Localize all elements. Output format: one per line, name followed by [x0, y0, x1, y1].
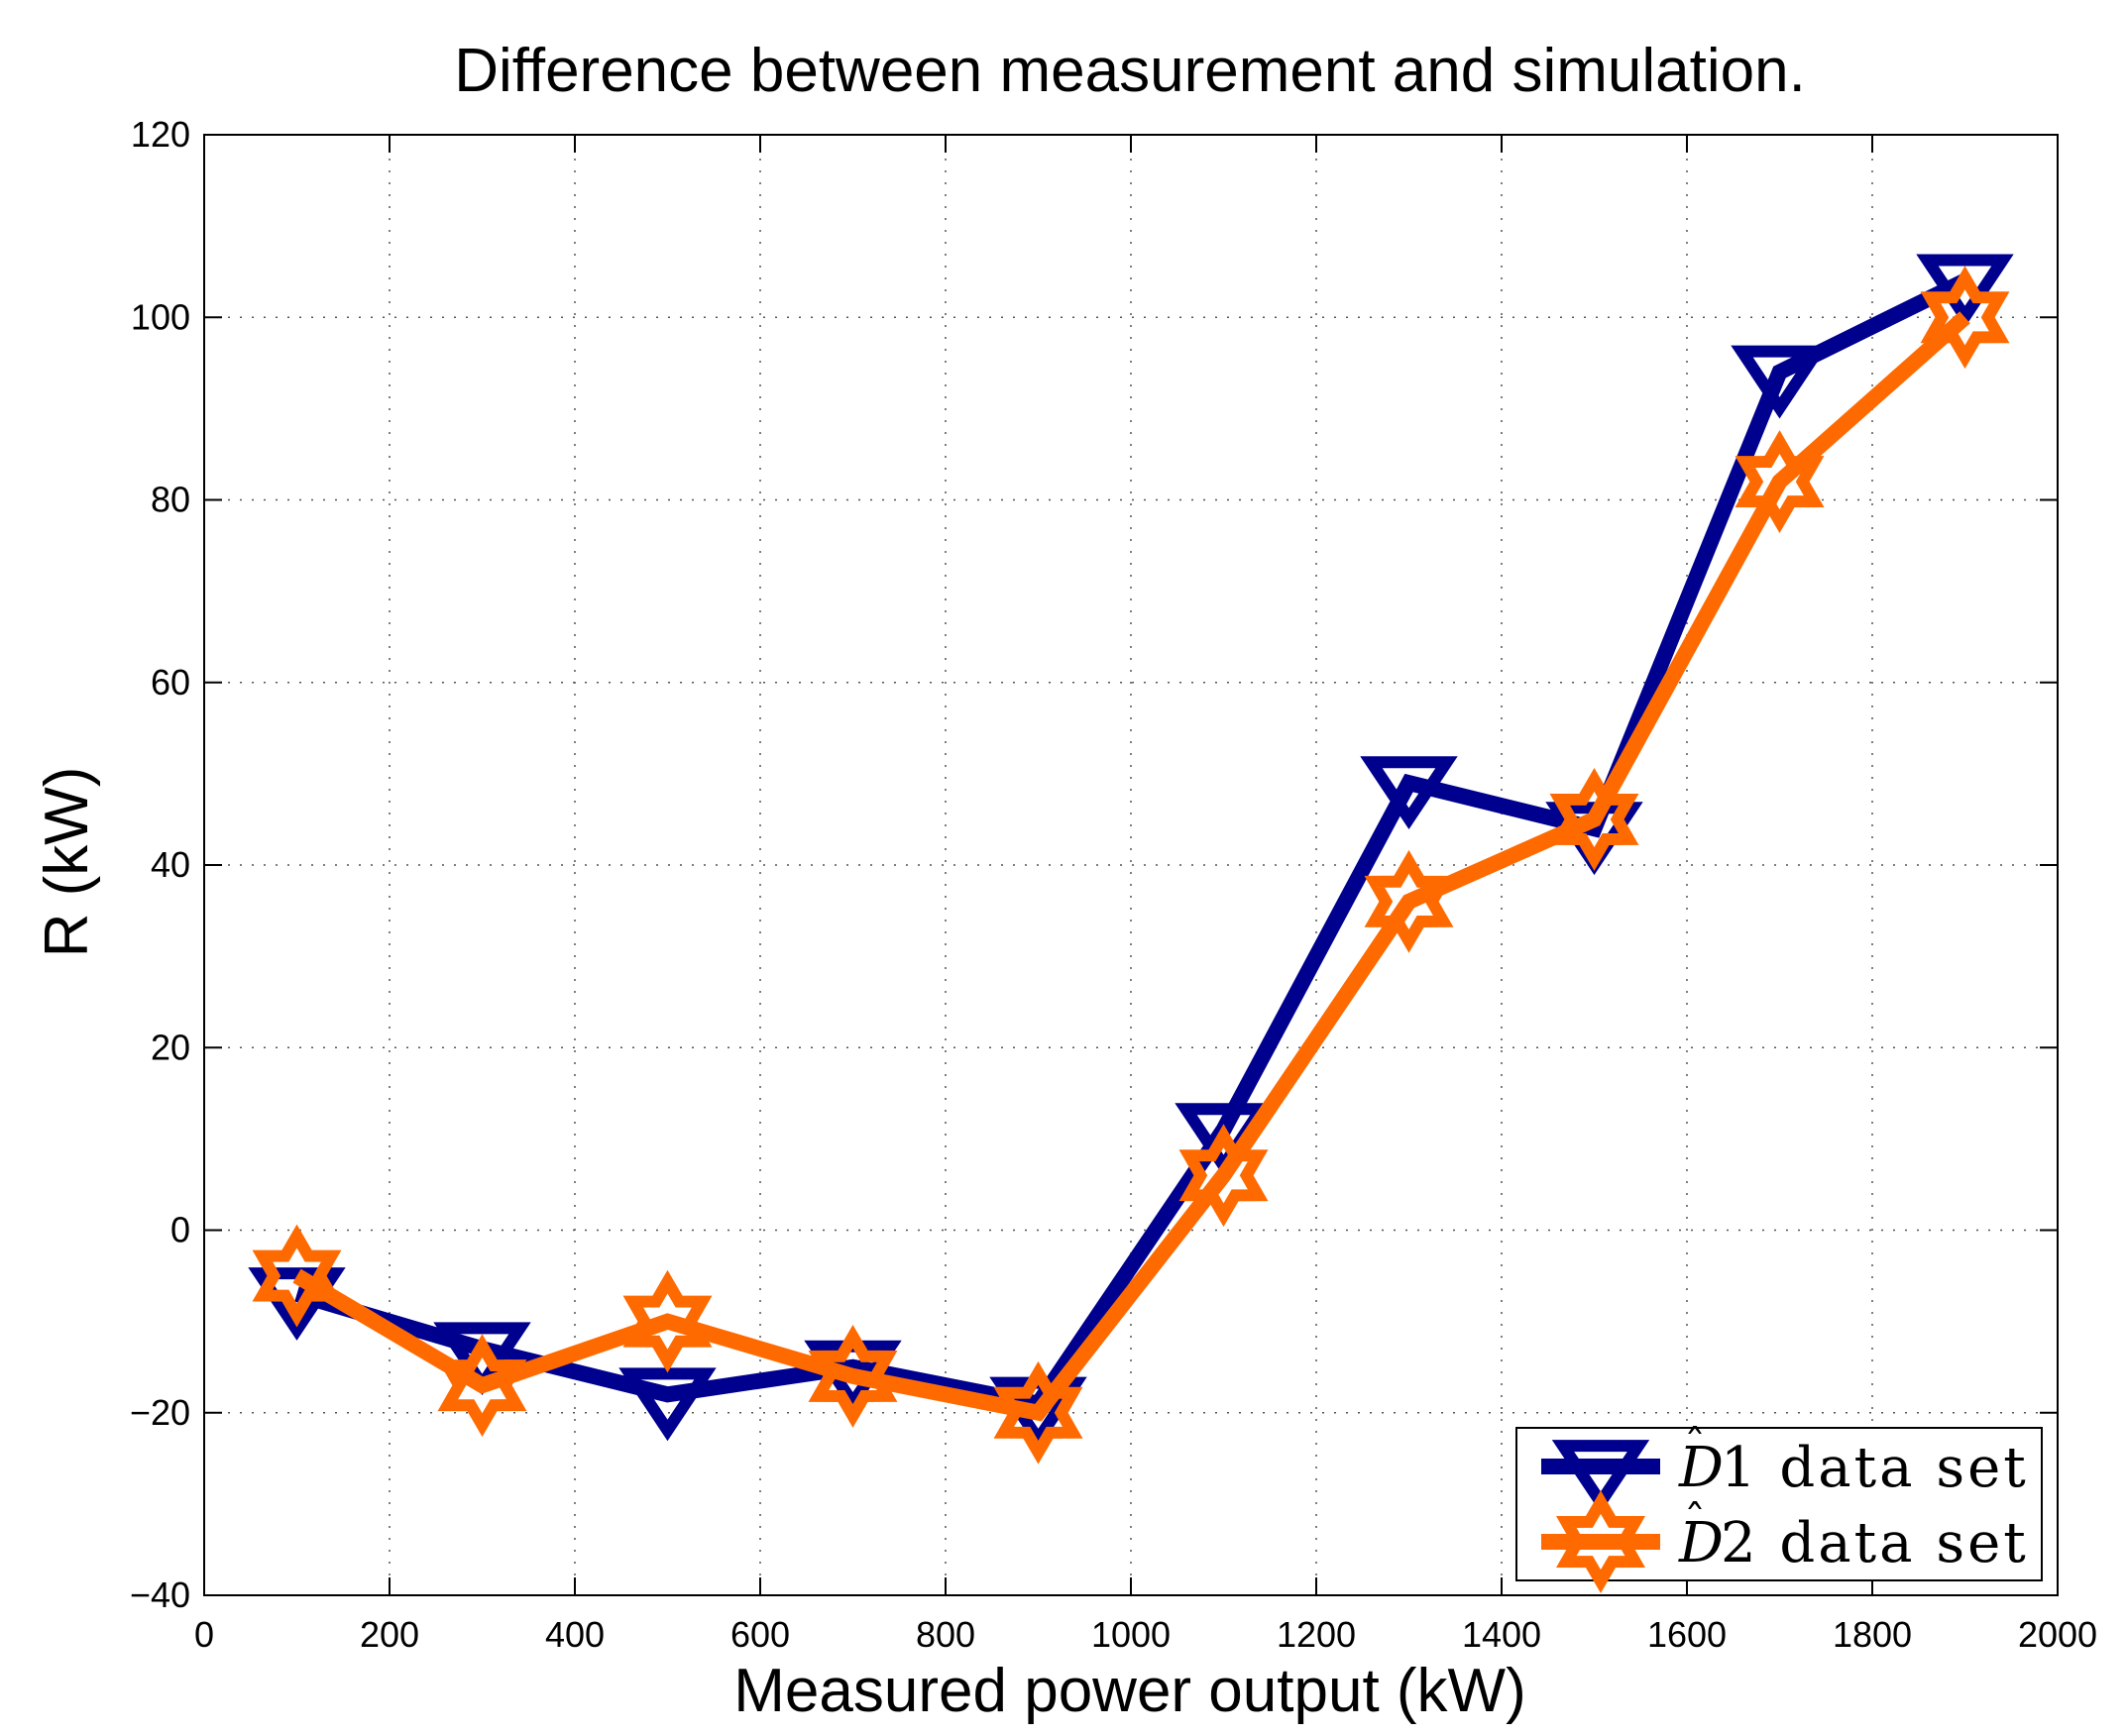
- series-2-point: [437, 1334, 527, 1438]
- legend-letter: D: [1678, 1511, 1724, 1575]
- y-tick-label: 60: [151, 662, 190, 703]
- legend-swatch-marker: [1556, 1490, 1645, 1593]
- series: [248, 254, 2014, 1465]
- x-tick-label: 1400: [1462, 1614, 1541, 1655]
- series-1-point: [433, 1322, 531, 1396]
- y-tick-label: −40: [130, 1574, 190, 1615]
- x-tick-label: 2000: [2018, 1614, 2097, 1655]
- y-axis-label: R (kW): [33, 767, 101, 958]
- series-2-point: [808, 1324, 898, 1428]
- x-tick-label: 1200: [1277, 1614, 1356, 1655]
- x-tick-label: 200: [360, 1614, 419, 1655]
- x-tick-label: 0: [194, 1614, 214, 1655]
- y-tick-label: −20: [130, 1392, 190, 1433]
- x-tick-label: 1800: [1833, 1614, 1912, 1655]
- series-2-point: [1178, 1124, 1269, 1228]
- legend-entry-2: ˆD2 data set: [1541, 1490, 2029, 1593]
- tick-marks: 0 200 400 600 800 1000 1200 1400 1600 1800 2000−40…: [130, 114, 2097, 1655]
- legend-label: 1 data set: [1721, 1436, 2029, 1500]
- legend-letter: D: [1678, 1436, 1724, 1500]
- series-2-point: [622, 1269, 713, 1373]
- x-tick-label: 400: [545, 1614, 605, 1655]
- series-2-line: [292, 311, 1970, 1422]
- legend-hat: ˆ: [1684, 1421, 1706, 1471]
- legend-hat: ˆ: [1684, 1496, 1706, 1547]
- x-axis-label: Measured power output (kW): [733, 1657, 1525, 1725]
- y-tick-label: 120: [131, 114, 190, 155]
- legend-entry-1: ˆD1 data set: [1541, 1421, 2029, 1513]
- y-tick-label: 20: [151, 1027, 190, 1067]
- x-tick-label: 1000: [1091, 1614, 1171, 1655]
- chart-title: Difference between measurement and simul…: [454, 37, 1806, 105]
- y-tick-label: 80: [151, 480, 190, 520]
- series-2-point: [1364, 849, 1454, 953]
- y-tick-label: 0: [170, 1210, 190, 1250]
- legend-label: 2 data set: [1721, 1511, 2029, 1575]
- y-tick-label: 100: [131, 296, 190, 337]
- series-2-point: [993, 1360, 1083, 1465]
- series-1-point: [1731, 345, 1829, 419]
- series-1-point: [1360, 756, 1458, 830]
- series-2-point: [1735, 430, 1825, 533]
- series-2-point: [252, 1224, 342, 1328]
- x-tick-label: 1600: [1647, 1614, 1727, 1655]
- series-2-point: [1549, 768, 1639, 871]
- legend-swatch-marker: [1551, 1440, 1650, 1513]
- series-1-point: [1916, 254, 2014, 328]
- y-tick-label: 40: [151, 844, 190, 885]
- series-1-point: [618, 1367, 717, 1442]
- series-2-point: [1920, 266, 2010, 370]
- x-tick-label: 800: [916, 1614, 975, 1655]
- x-tick-label: 600: [730, 1614, 790, 1655]
- series-2: [252, 266, 2010, 1465]
- series-1-line: [294, 273, 1969, 1413]
